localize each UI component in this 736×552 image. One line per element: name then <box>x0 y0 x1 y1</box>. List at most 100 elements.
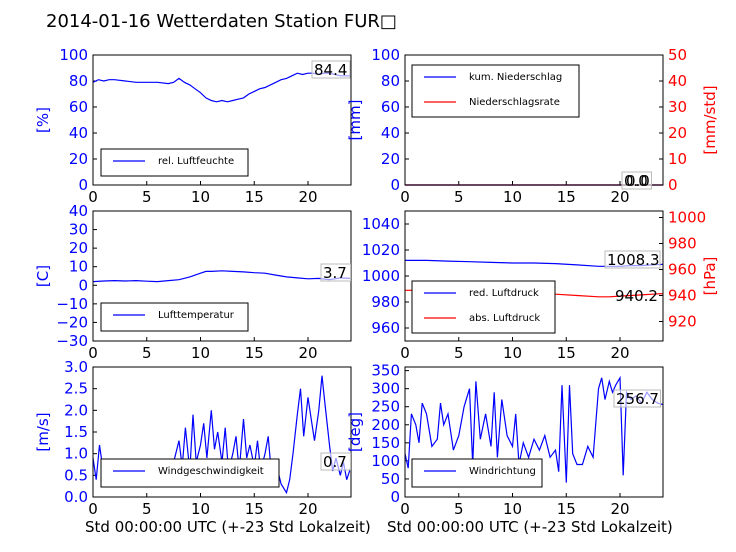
y-tick-label: 1020 <box>362 241 400 259</box>
x-tick-label: 15 <box>245 188 264 206</box>
y-tick-label: 20 <box>381 150 400 168</box>
x-tick-label: 20 <box>298 500 317 518</box>
y-tick-label: 60 <box>381 98 400 116</box>
x-tick-label: 0 <box>88 500 98 518</box>
legend-box <box>411 280 556 334</box>
y-tick-label: 3.0 <box>64 358 88 376</box>
y-tick-label-right: 50 <box>668 46 687 64</box>
y-tick-label: 150 <box>371 434 400 452</box>
series-line <box>92 270 352 283</box>
legend-box <box>100 458 280 488</box>
y-tick-label: 1000 <box>362 267 400 285</box>
y-tick-label-right: 40 <box>668 72 687 90</box>
axes-frame <box>92 366 352 498</box>
series-line <box>404 375 664 483</box>
x-tick-label: 20 <box>610 188 629 206</box>
y-tick-label: 80 <box>381 72 400 90</box>
x-tick-label: 10 <box>191 500 210 518</box>
chart-title: 2014-01-16 Wetterdaten Station FUR□ <box>46 11 397 32</box>
y-tick-label: 960 <box>371 319 400 337</box>
y-axis-label-right: [hPa] <box>701 257 719 296</box>
legend: kum. Niederschlag Niederschlagsrate <box>411 64 580 118</box>
y-tick-label: 2.0 <box>64 401 88 419</box>
y-tick-label: 100 <box>371 46 400 64</box>
y-tick-label-right: 920 <box>668 313 697 331</box>
y-tick-label: 350 <box>371 362 400 380</box>
axes-frame <box>92 54 352 186</box>
annotation-box <box>604 250 661 269</box>
y-tick-label: 100 <box>59 46 88 64</box>
y-tick-label: 100 <box>371 452 400 470</box>
legend: Lufttemperatur <box>100 302 249 332</box>
x-tick-label: 10 <box>191 188 210 206</box>
legend-label: kum. Niederschlag <box>469 72 562 83</box>
y-tick-label: 30 <box>69 221 88 239</box>
y-axis-label: [m/s] <box>34 412 52 451</box>
y-tick-label: 980 <box>371 293 400 311</box>
legend-box <box>411 458 543 488</box>
x-tick-label: 5 <box>142 500 152 518</box>
y-tick-label: 40 <box>69 202 88 220</box>
legend-box <box>100 302 249 332</box>
axes-frame <box>404 54 664 186</box>
x-tick-label: 20 <box>298 188 317 206</box>
y-tick-label: 2.5 <box>64 380 88 398</box>
panel-wind_speed: 0.0 0.5 1.0 1.5 2.0 2.5 3.0 0 5 10 15 20 [m/s] Windge… <box>34 358 352 518</box>
y-tick-label-right: 20 <box>668 124 687 142</box>
y-tick-label: 0 <box>390 488 400 506</box>
x-tick-label: 15 <box>245 344 264 362</box>
legend: Windgeschwindigkeit <box>100 458 280 488</box>
x-axis-label-left: Std 00:00:00 UTC (+-23 Std Lokalzeit) <box>85 518 371 536</box>
x-axis-label-right: Std 00:00:00 UTC (+-23 Std Lokalzeit) <box>387 518 673 536</box>
y-axis-label-right: [mm/std] <box>701 85 719 154</box>
y-tick-label: 20 <box>69 239 88 257</box>
y-tick-label: 10 <box>69 258 88 276</box>
y-tick-label: 50 <box>381 470 400 488</box>
x-tick-label: 5 <box>454 500 464 518</box>
x-tick-label: 15 <box>557 500 576 518</box>
annotation-label: 1008.3 <box>607 251 660 269</box>
x-tick-label: 0 <box>88 188 98 206</box>
y-tick-label: 300 <box>371 380 400 398</box>
y-axis-label: [C] <box>34 265 52 287</box>
x-tick-label: 0 <box>88 344 98 362</box>
y-tick-label: 1.0 <box>64 445 88 463</box>
annotation-box <box>621 171 652 190</box>
annotation-box <box>613 389 661 408</box>
y-tick-label: 250 <box>371 398 400 416</box>
x-tick-label: 0 <box>400 188 410 206</box>
annotation-box <box>320 452 351 471</box>
y-tick-label: 200 <box>371 416 400 434</box>
axes-frame <box>404 366 664 498</box>
legend-label: abs. Luftdruck <box>469 313 540 324</box>
legend-label: Windrichtung <box>469 466 536 477</box>
y-tick-label-right: 30 <box>668 98 687 116</box>
y-axis-label: [mm] <box>346 100 364 141</box>
x-tick-label: 10 <box>503 344 522 362</box>
panel-humidity: 0 20 40 60 80 100 0 5 10 15 20 [%] rel. Luftfeuchte 8… <box>34 46 352 206</box>
legend-label: red. Luftdruck <box>469 288 539 299</box>
y-tick-label-right: 960 <box>668 261 697 279</box>
y-tick-label-right: 940 <box>668 287 697 305</box>
x-tick-label: 15 <box>557 344 576 362</box>
x-tick-label: 10 <box>503 500 522 518</box>
x-tick-label: 5 <box>142 188 152 206</box>
legend-label: Windgeschwindigkeit <box>158 466 264 477</box>
y-tick-label: 0 <box>390 176 400 194</box>
legend: red. Luftdruck abs. Luftdruck <box>411 280 556 334</box>
legend-label: rel. Luftfeuchte <box>158 156 234 167</box>
annotation-label-2: 940.2 <box>615 287 658 305</box>
y-tick-label: −30 <box>56 332 88 350</box>
annotation-label: 256.7 <box>616 390 659 408</box>
y-tick-label: −20 <box>56 313 88 331</box>
x-tick-label: 10 <box>503 188 522 206</box>
y-tick-label: 40 <box>381 124 400 142</box>
y-tick-label: 80 <box>69 72 88 90</box>
y-tick-label: 1.5 <box>64 423 88 441</box>
legend-box <box>411 64 580 118</box>
y-tick-label: 0 <box>78 276 88 294</box>
legend-box <box>100 148 249 177</box>
